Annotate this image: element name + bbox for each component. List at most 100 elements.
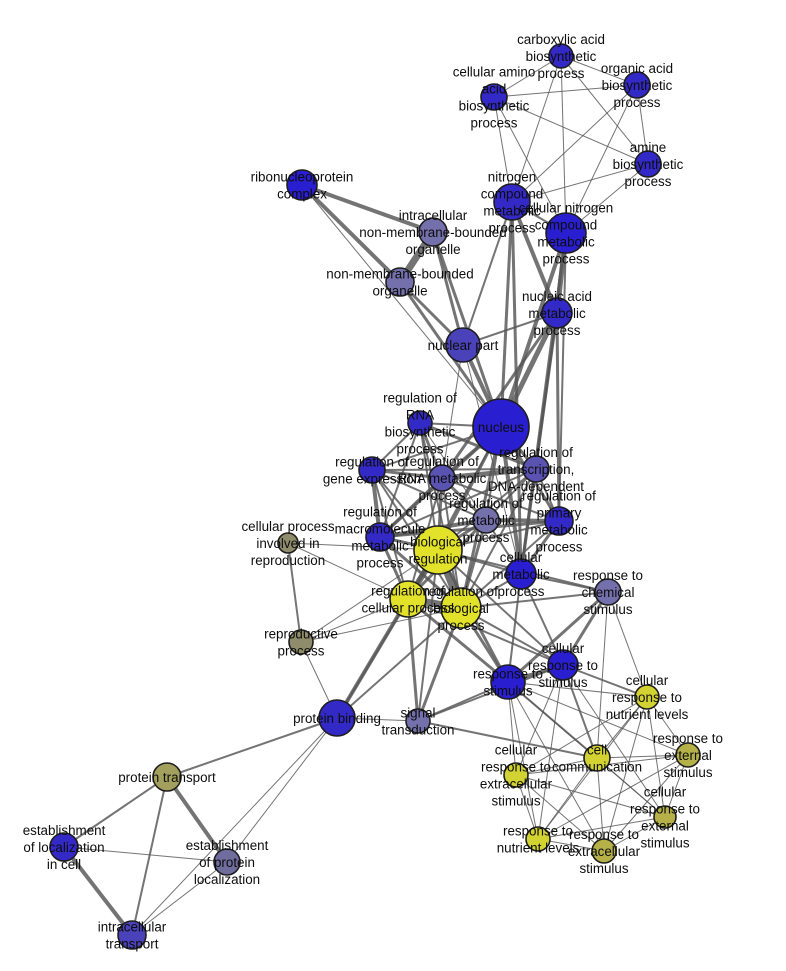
node-label-caa: cellular amino acid biosynthetic process <box>453 65 536 131</box>
node-label-oa: organic acid biosynthetic process <box>601 61 673 110</box>
edge-rrm-rtd <box>441 466 537 481</box>
edge-crs-crx <box>562 664 666 818</box>
node-inmo[interactable] <box>418 217 448 247</box>
node-crs[interactable] <box>547 649 579 681</box>
node-nu[interactable] <box>472 398 530 456</box>
edge-cc-crx <box>596 757 666 818</box>
edge-rs-crn <box>507 681 648 698</box>
node-cpr[interactable] <box>277 532 299 554</box>
edge-rge-rmp <box>371 469 487 521</box>
node-rrm[interactable] <box>428 464 456 492</box>
node-rmp[interactable] <box>472 506 500 534</box>
node-rcs[interactable] <box>594 578 622 606</box>
edge-crs-cre <box>515 664 564 776</box>
edge-rpm-rmm <box>379 519 560 539</box>
node-cc[interactable] <box>583 744 611 772</box>
node-rs[interactable] <box>490 664 526 700</box>
node-label-br: biological regulation <box>409 535 468 567</box>
node-rmm[interactable] <box>365 522 395 552</box>
edge-cmp-rs <box>507 573 522 683</box>
node-label-rbp: regulation of biological process <box>424 584 498 633</box>
node-crn[interactable] <box>634 684 660 710</box>
node-oa[interactable] <box>623 71 651 99</box>
edge-rbp-rcs <box>460 591 609 609</box>
node-label-rpm: regulation of primary metabolic process <box>522 489 596 555</box>
edge-rcs-crn <box>607 591 648 698</box>
node-label-np: nuclear part <box>428 338 499 353</box>
node-label-rs: response to stimulus <box>473 667 543 699</box>
node-label-cre: cellular response to extracellular stimulus <box>480 743 553 809</box>
node-rcp[interactable] <box>389 580 427 618</box>
edge-ca-ncm <box>511 55 562 203</box>
node-rtd[interactable] <box>522 455 550 483</box>
edge-oa-cncm <box>565 84 638 234</box>
edge-crn-rxs <box>603 696 648 852</box>
node-rxs[interactable] <box>591 838 617 864</box>
edge-oa-caa <box>493 84 638 98</box>
edge-rnp-nmo <box>300 183 402 284</box>
edge-np-cmp <box>462 344 522 575</box>
node-rnp[interactable] <box>286 169 318 201</box>
node-np[interactable] <box>445 327 481 363</box>
node-label-rrm: regulation of RNA metabolic process <box>398 454 487 503</box>
edge-nam-cmp <box>519 312 559 575</box>
edge-crn-crx <box>646 696 666 818</box>
node-rp[interactable] <box>288 629 314 655</box>
node-ca[interactable] <box>548 43 574 69</box>
node-pb[interactable] <box>318 699 356 737</box>
node-cncm[interactable] <box>545 212 587 254</box>
node-st[interactable] <box>405 708 431 734</box>
edge-res-rnl <box>537 754 689 840</box>
label-layer: carboxylic acid biosynthetic process organi… <box>23 32 723 952</box>
node-label-nu: nucleus <box>478 420 524 435</box>
node-epl[interactable] <box>213 848 241 876</box>
node-cmp[interactable] <box>505 558 537 590</box>
edge-rs-rnl <box>507 681 539 840</box>
edge-caa-cncm <box>493 96 567 234</box>
node-label-epl: establishment of protein localization <box>186 838 269 887</box>
node-cre[interactable] <box>503 762 529 788</box>
node-rbp[interactable] <box>440 587 482 629</box>
node-it[interactable] <box>117 920 147 950</box>
edge-caa-am <box>493 96 649 165</box>
edge-ncm-cmp <box>510 201 523 575</box>
edge-ca-cncm <box>560 55 567 234</box>
node-label-crx: cellular response to external stimulus <box>630 785 700 851</box>
node-label-rrb: regulation of RNA biosynthetic process <box>383 391 457 457</box>
node-label-nam: nucleic acid metabolic process <box>522 289 592 338</box>
node-caa[interactable] <box>480 83 508 111</box>
node-label-rp: reproductive process <box>264 627 338 659</box>
node-res[interactable] <box>675 742 701 768</box>
edge-cncm-rpm <box>558 232 567 522</box>
edge-res-rxs <box>603 754 689 852</box>
node-label-rtd: regulation of transcription, DNA-dependent <box>488 445 584 494</box>
node-label-inmo: intracellular non-membrane-bounded organel… <box>359 208 506 257</box>
edge-pb-epl <box>226 717 338 863</box>
edge-pt-it <box>131 776 168 936</box>
node-label-rcp: regulation of cellular process <box>361 584 454 616</box>
node-crx[interactable] <box>653 805 677 829</box>
edge-br-crs <box>437 549 564 666</box>
node-nam[interactable] <box>541 297 573 329</box>
edge-nam-rrm <box>440 312 559 479</box>
edge-rs-res <box>507 681 689 756</box>
edge-cc-st <box>417 720 598 759</box>
node-rnl[interactable] <box>525 826 551 852</box>
node-br[interactable] <box>413 525 463 575</box>
node-pt[interactable] <box>152 762 182 792</box>
node-rrb[interactable] <box>407 410 433 436</box>
node-label-rnl: response to nutrient levels <box>497 824 580 856</box>
node-label-pt: protein transport <box>118 770 216 785</box>
edge-rcp-rp <box>300 598 409 643</box>
node-ncm[interactable] <box>493 183 531 221</box>
node-am[interactable] <box>634 150 662 178</box>
node-rge[interactable] <box>358 456 386 484</box>
node-elc[interactable] <box>49 832 79 862</box>
node-nmo[interactable] <box>385 267 415 297</box>
edge-br-st <box>417 549 439 722</box>
node-label-rxs: response to extracellular stimulus <box>568 827 641 876</box>
edge-pb-pt <box>166 717 338 778</box>
node-rpm[interactable] <box>544 506 574 536</box>
